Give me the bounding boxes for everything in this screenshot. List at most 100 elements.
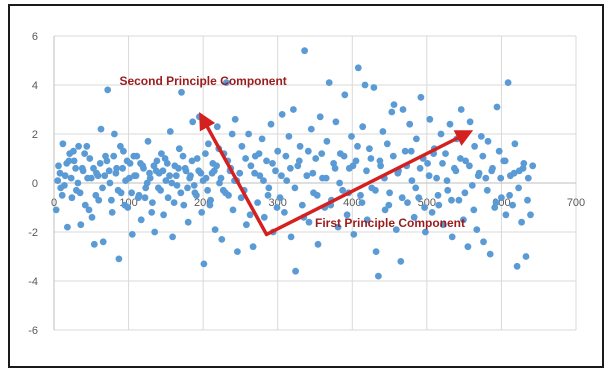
data-point bbox=[295, 157, 303, 165]
data-point bbox=[251, 169, 258, 177]
data-point bbox=[379, 128, 387, 135]
x-tick-label: 400 bbox=[343, 197, 361, 209]
data-point bbox=[497, 174, 505, 182]
data-point bbox=[128, 231, 136, 238]
data-point bbox=[272, 167, 279, 175]
data-point bbox=[55, 162, 62, 170]
data-point bbox=[193, 191, 200, 199]
data-point bbox=[166, 172, 174, 180]
data-point bbox=[437, 130, 445, 138]
data-point bbox=[87, 174, 95, 182]
data-point bbox=[493, 103, 501, 111]
data-point bbox=[415, 194, 423, 202]
data-point bbox=[75, 142, 82, 150]
data-point bbox=[370, 84, 378, 91]
data-point bbox=[314, 240, 322, 248]
data-point bbox=[121, 201, 129, 209]
data-point bbox=[471, 142, 478, 150]
data-point bbox=[204, 186, 212, 194]
data-point bbox=[128, 189, 135, 197]
data-point bbox=[305, 218, 313, 226]
data-point bbox=[88, 213, 96, 221]
data-point bbox=[390, 101, 398, 108]
data-point bbox=[159, 167, 167, 175]
data-point bbox=[189, 118, 197, 126]
data-point bbox=[304, 147, 312, 155]
data-point bbox=[83, 142, 91, 150]
data-point bbox=[464, 243, 472, 251]
data-point bbox=[59, 140, 67, 148]
data-point bbox=[511, 140, 519, 148]
data-point bbox=[529, 162, 537, 170]
data-point bbox=[336, 179, 343, 187]
data-point bbox=[105, 167, 113, 175]
data-point bbox=[510, 169, 518, 177]
data-point bbox=[354, 64, 362, 72]
data-point bbox=[366, 145, 373, 153]
data-point bbox=[486, 250, 494, 258]
data-point bbox=[439, 160, 446, 167]
data-point bbox=[205, 140, 212, 148]
data-point bbox=[217, 174, 225, 182]
data-point bbox=[412, 184, 420, 192]
data-point bbox=[410, 213, 418, 221]
data-point bbox=[397, 258, 405, 265]
data-point bbox=[184, 218, 192, 226]
data-point bbox=[78, 164, 86, 172]
data-point bbox=[349, 162, 357, 170]
data-point bbox=[178, 88, 185, 96]
data-point bbox=[199, 177, 207, 185]
data-point bbox=[243, 221, 250, 229]
data-point bbox=[81, 201, 89, 209]
data-point bbox=[77, 221, 85, 229]
data-point bbox=[103, 157, 111, 165]
data-point bbox=[518, 218, 525, 226]
data-point bbox=[137, 160, 144, 167]
data-point bbox=[208, 169, 216, 177]
data-point bbox=[211, 226, 219, 234]
data-point bbox=[134, 194, 142, 202]
data-point bbox=[348, 133, 355, 140]
data-point bbox=[190, 182, 198, 189]
data-point bbox=[416, 164, 424, 172]
y-tick-label: 6 bbox=[32, 31, 38, 43]
data-point bbox=[354, 142, 361, 150]
data-point bbox=[242, 155, 250, 162]
data-point bbox=[421, 204, 428, 211]
data-point bbox=[104, 86, 112, 94]
data-point bbox=[218, 236, 226, 243]
data-point bbox=[195, 167, 203, 175]
data-point bbox=[206, 201, 214, 209]
first-component-arrow bbox=[264, 130, 474, 237]
data-point bbox=[339, 186, 346, 194]
data-point bbox=[466, 162, 473, 170]
data-point bbox=[123, 157, 131, 165]
data-point bbox=[276, 194, 284, 202]
data-point bbox=[141, 194, 149, 202]
data-point bbox=[155, 184, 162, 192]
data-point bbox=[101, 172, 109, 180]
data-point bbox=[448, 233, 456, 241]
data-point bbox=[264, 191, 272, 199]
data-point bbox=[114, 186, 122, 194]
y-tick-label: -6 bbox=[28, 325, 38, 337]
data-point bbox=[287, 164, 294, 172]
data-point bbox=[460, 216, 467, 224]
data-point bbox=[180, 201, 188, 209]
data-point bbox=[108, 209, 116, 216]
data-point bbox=[160, 211, 168, 219]
data-point bbox=[74, 179, 82, 187]
data-point bbox=[274, 147, 282, 155]
data-point bbox=[61, 182, 68, 189]
data-point bbox=[130, 152, 138, 160]
data-point bbox=[524, 174, 532, 182]
data-point bbox=[166, 128, 174, 135]
data-point bbox=[278, 111, 286, 118]
data-point bbox=[175, 164, 182, 172]
data-point bbox=[290, 106, 297, 113]
data-point bbox=[164, 194, 172, 202]
data-point bbox=[462, 157, 469, 165]
data-point bbox=[323, 137, 331, 145]
data-point bbox=[198, 209, 206, 216]
data-point bbox=[96, 160, 104, 167]
